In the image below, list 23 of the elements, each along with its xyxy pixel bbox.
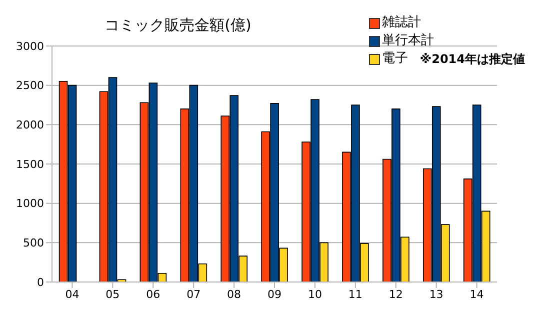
x-tick-label: 09 bbox=[268, 288, 282, 301]
y-tick-label: 2500 bbox=[16, 79, 44, 92]
x-tick-label: 05 bbox=[106, 288, 120, 301]
x-tick-label: 10 bbox=[308, 288, 322, 301]
legend-label: 単行本計 bbox=[382, 32, 434, 50]
x-tick-label: 08 bbox=[227, 288, 242, 301]
y-tick-label: 3000 bbox=[16, 40, 44, 53]
y-tick-label: 2000 bbox=[16, 118, 44, 132]
x-tick-label: 04 bbox=[65, 288, 80, 301]
legend-label: 雑誌計 bbox=[382, 14, 421, 32]
x-tick-label: 11 bbox=[348, 288, 362, 301]
x-tick-label: 12 bbox=[388, 288, 403, 301]
annotation: ※2014年は推定値 bbox=[420, 51, 525, 68]
x-tick-label: 13 bbox=[429, 288, 444, 301]
y-tick-label: 1000 bbox=[16, 197, 44, 210]
x-tick-label: 06 bbox=[146, 288, 160, 301]
y-tick-label: 0 bbox=[37, 276, 44, 289]
y-tick-label: 1500 bbox=[16, 158, 44, 171]
chart-title: コミック販売金額(億) bbox=[104, 16, 252, 35]
legend-label: 電子 bbox=[382, 50, 408, 68]
x-tick-label: 14 bbox=[470, 288, 484, 301]
x-tick-label: 07 bbox=[186, 288, 201, 301]
y-tick-label: 500 bbox=[23, 236, 44, 250]
